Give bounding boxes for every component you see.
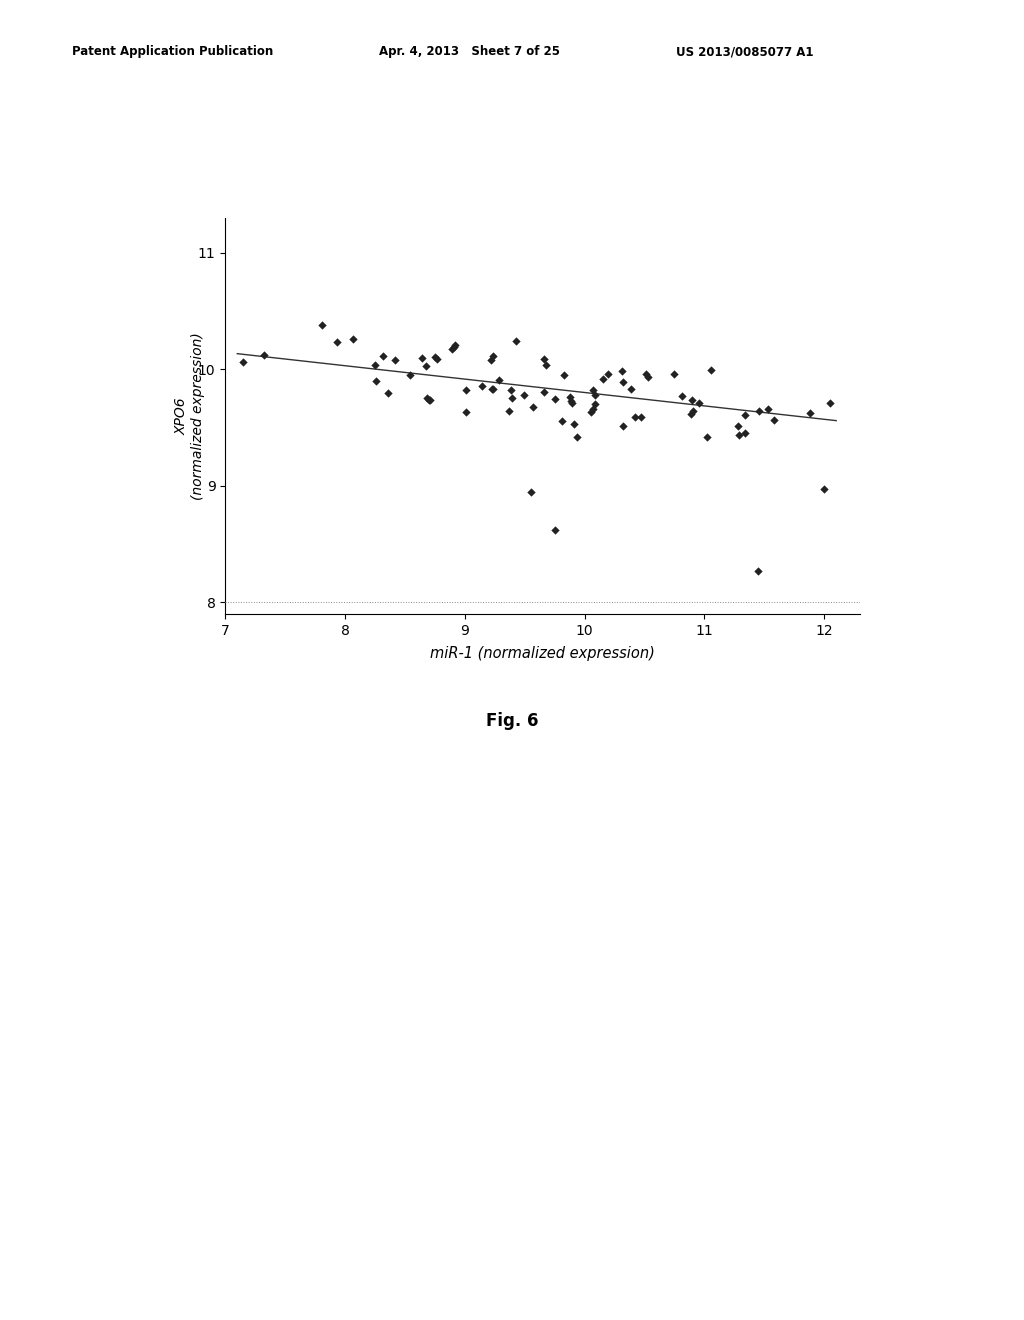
Point xyxy=(698,426,715,447)
Point xyxy=(525,396,542,417)
Point xyxy=(568,426,585,447)
Point xyxy=(508,331,524,352)
Point xyxy=(482,348,499,370)
Point xyxy=(547,519,563,540)
Point xyxy=(731,424,748,445)
Point xyxy=(737,404,754,425)
Point xyxy=(822,392,839,413)
Point xyxy=(583,401,599,422)
Point xyxy=(329,331,345,352)
Point xyxy=(447,334,464,355)
Point xyxy=(666,363,682,384)
Point xyxy=(345,329,361,350)
Text: Apr. 4, 2013   Sheet 7 of 25: Apr. 4, 2013 Sheet 7 of 25 xyxy=(379,45,560,58)
Point xyxy=(729,414,745,436)
Point xyxy=(444,338,461,359)
Point xyxy=(685,400,701,421)
Point xyxy=(484,345,501,366)
Y-axis label: XPO6
(normalized expression): XPO6 (normalized expression) xyxy=(174,331,205,500)
X-axis label: miR-1 (normalized expression): miR-1 (normalized expression) xyxy=(430,645,655,661)
Point xyxy=(562,391,579,412)
Point xyxy=(504,387,520,408)
Point xyxy=(751,560,767,581)
Point xyxy=(751,400,767,421)
Point xyxy=(256,345,272,366)
Point xyxy=(539,354,555,375)
Point xyxy=(536,348,552,370)
Point xyxy=(691,393,708,414)
Point xyxy=(375,346,391,367)
Point xyxy=(613,360,630,381)
Point xyxy=(474,375,490,396)
Point xyxy=(445,337,462,358)
Point xyxy=(492,370,508,391)
Point xyxy=(703,359,720,380)
Point xyxy=(674,385,690,407)
Point xyxy=(766,409,782,430)
Point xyxy=(515,384,531,405)
Point xyxy=(458,401,474,422)
Point xyxy=(760,399,776,420)
Point xyxy=(458,379,474,400)
Point xyxy=(587,393,603,414)
Point xyxy=(585,379,601,400)
Point xyxy=(562,387,579,408)
Point xyxy=(367,355,383,376)
Point xyxy=(585,399,601,420)
Point xyxy=(595,368,611,389)
Point xyxy=(418,355,434,376)
Point xyxy=(600,363,616,384)
Point xyxy=(566,413,583,434)
Point xyxy=(564,392,581,413)
Point xyxy=(536,381,552,403)
Point xyxy=(428,348,444,370)
Point xyxy=(684,389,700,411)
Point xyxy=(614,416,631,437)
Point xyxy=(483,379,500,400)
Text: US 2013/0085077 A1: US 2013/0085077 A1 xyxy=(676,45,813,58)
Point xyxy=(640,367,656,388)
Point xyxy=(623,379,639,400)
Point xyxy=(421,389,437,411)
Point xyxy=(587,384,603,405)
Point xyxy=(313,314,330,335)
Point xyxy=(234,352,251,374)
Point xyxy=(401,364,418,385)
Point xyxy=(484,378,501,399)
Text: Fig. 6: Fig. 6 xyxy=(485,711,539,730)
Point xyxy=(638,363,654,384)
Point xyxy=(802,403,818,424)
Text: Patent Application Publication: Patent Application Publication xyxy=(72,45,273,58)
Point xyxy=(682,404,698,425)
Point xyxy=(419,388,435,409)
Point xyxy=(503,379,519,400)
Point xyxy=(379,383,395,404)
Point xyxy=(627,407,643,428)
Point xyxy=(556,364,572,385)
Point xyxy=(368,371,384,392)
Point xyxy=(816,479,833,500)
Point xyxy=(633,407,649,428)
Point xyxy=(547,388,563,409)
Point xyxy=(501,400,517,421)
Point xyxy=(386,348,402,370)
Point xyxy=(553,411,569,432)
Point xyxy=(414,347,430,368)
Point xyxy=(427,347,443,368)
Point xyxy=(422,389,438,411)
Point xyxy=(737,422,754,444)
Point xyxy=(522,480,539,502)
Point xyxy=(615,371,632,392)
